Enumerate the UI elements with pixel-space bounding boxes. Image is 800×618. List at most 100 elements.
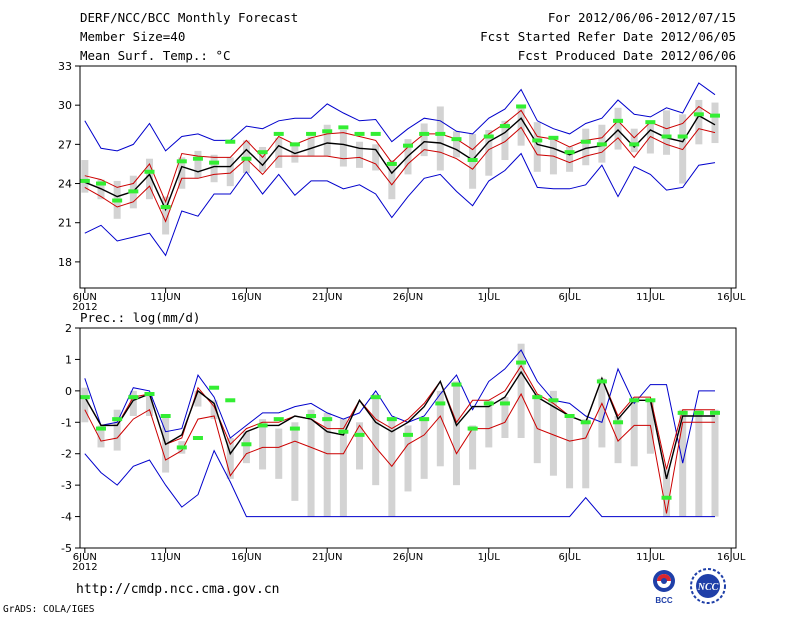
member-range-bar-2-2 <box>97 425 105 448</box>
member-marker-1-30 <box>548 135 559 140</box>
forecast-started-label: Fcst Started Refer Date 2012/06/05 <box>480 29 736 44</box>
x-tick-label-1-31: 6JUL <box>558 292 581 303</box>
member-range-bar-2-22 <box>420 419 428 479</box>
x-tick-label-2-31: 6JUL <box>558 552 581 563</box>
member-marker-2-21 <box>403 432 413 437</box>
member-range-bar-1-22 <box>420 123 428 157</box>
x-tick-label-2-11: 16JUN <box>231 552 261 563</box>
member-marker-1-23 <box>435 131 446 136</box>
member-marker-2-22 <box>419 417 430 422</box>
member-marker-1-27 <box>499 124 510 129</box>
member-range-bar-1-18 <box>356 141 364 168</box>
y-tick-label-2-1: 1 <box>65 353 72 366</box>
member-marker-1-29 <box>532 138 543 143</box>
forecast-period-label: For 2012/06/06-2012/07/15 <box>547 10 736 25</box>
member-range-bar-1-34 <box>614 107 622 150</box>
member-marker-1-10 <box>225 139 236 144</box>
member-marker-2-27 <box>499 401 510 406</box>
member-marker-2-19 <box>370 395 381 400</box>
member-marker-1-28 <box>516 104 527 109</box>
member-range-bar-1-31 <box>566 146 574 172</box>
y-tick-label-1-24: 24 <box>58 178 72 191</box>
member-marker-1-1 <box>79 178 90 183</box>
member-marker-2-8 <box>192 436 203 440</box>
member-marker-1-36 <box>645 120 656 125</box>
member-marker-1-31 <box>564 150 575 155</box>
y-tick-label-2--5: -5 <box>61 542 72 555</box>
member-range-bar-1-26 <box>485 129 493 176</box>
y-tick-label-2-0: 0 <box>65 385 72 398</box>
member-marker-2-12 <box>257 423 268 428</box>
x-tick-label-2-36: 11JUL <box>636 552 665 563</box>
precip-panel-title: Prec.: log(mm/d) <box>80 310 200 325</box>
member-marker-1-14 <box>289 142 300 147</box>
member-range-bar-2-9 <box>210 400 218 420</box>
forecast-produced-label: Fcst Produced Date 2012/06/06 <box>517 48 736 63</box>
ncc-logo: NCC <box>690 568 726 604</box>
series-max-line-2 <box>84 349 715 464</box>
member-marker-2-39 <box>693 410 704 415</box>
series-lower-line-2 <box>84 392 715 514</box>
member-range-bar-1-12 <box>259 146 267 172</box>
x-tick-year-1: 2012 <box>72 302 97 313</box>
member-marker-2-31 <box>564 414 575 418</box>
member-range-bar-2-3 <box>113 409 121 451</box>
series-upper-line-1 <box>84 105 716 204</box>
member-range-bar-2-17 <box>339 419 347 517</box>
member-range-bar-1-17 <box>339 129 347 167</box>
x-tick-label-1-41: 16JUL <box>717 292 746 303</box>
x-tick-label-2-41: 16JUL <box>717 552 746 563</box>
member-marker-2-3 <box>112 417 123 422</box>
member-range-bar-2-13 <box>275 428 283 479</box>
member-range-bar-1-20 <box>388 160 396 200</box>
member-range-bar-2-1 <box>81 387 89 423</box>
member-marker-1-25 <box>467 158 478 163</box>
member-range-bar-1-29 <box>533 122 541 172</box>
variable-label: Mean Surf. Temp.: °C <box>80 48 231 63</box>
member-range-bar-2-32 <box>582 419 590 489</box>
member-marker-2-5 <box>144 392 155 396</box>
member-range-bar-2-25 <box>469 425 477 470</box>
member-range-bar-2-10 <box>226 438 234 479</box>
member-marker-2-13 <box>273 417 284 422</box>
member-range-bar-1-24 <box>452 131 460 158</box>
member-marker-1-2 <box>96 181 107 186</box>
member-range-bar-1-27 <box>501 120 509 161</box>
member-marker-1-37 <box>661 134 672 139</box>
member-marker-2-23 <box>435 401 446 406</box>
member-marker-1-17 <box>338 125 349 130</box>
x-tick-label-1-11: 16JUN <box>231 292 261 303</box>
ncc-logo-text: NCC <box>697 582 719 593</box>
member-marker-2-16 <box>322 417 333 422</box>
member-range-bar-2-12 <box>259 419 267 470</box>
member-marker-2-33 <box>596 379 607 384</box>
member-range-bar-2-28 <box>517 343 525 438</box>
member-marker-1-35 <box>629 142 640 147</box>
member-range-bar-2-31 <box>566 416 574 489</box>
member-marker-1-22 <box>419 131 430 136</box>
bcc-logo: BCC <box>653 570 675 605</box>
member-marker-2-18 <box>354 432 365 437</box>
member-marker-2-17 <box>338 429 349 434</box>
member-marker-1-20 <box>386 161 397 166</box>
member-range-bar-2-27 <box>501 397 509 438</box>
x-tick-label-2-1: 6JUN <box>73 552 97 563</box>
member-range-bar-2-35 <box>630 397 638 467</box>
member-marker-2-24 <box>451 382 462 387</box>
member-marker-1-38 <box>677 134 688 139</box>
member-marker-1-7 <box>176 159 187 164</box>
member-range-bar-1-7 <box>178 157 186 189</box>
member-marker-2-10 <box>225 398 236 403</box>
member-range-bar-2-5 <box>145 394 153 416</box>
y-tick-label-2--2: -2 <box>61 448 72 461</box>
chart-title: DERF/NCC/BCC Monthly Forecast <box>80 10 299 25</box>
y-tick-label-2--1: -1 <box>61 416 72 429</box>
member-range-bar-2-15 <box>307 409 315 517</box>
member-marker-2-28 <box>516 360 527 365</box>
member-marker-2-9 <box>209 385 220 390</box>
member-size-label: Member Size=40 <box>80 29 186 44</box>
y-tick-label-1-21: 21 <box>58 217 72 230</box>
x-tick-label-1-1: 6JUN <box>73 292 97 303</box>
member-range-bar-2-37 <box>663 469 671 517</box>
source-url[interactable]: http://cmdp.ncc.cma.gov.cn <box>76 582 280 597</box>
